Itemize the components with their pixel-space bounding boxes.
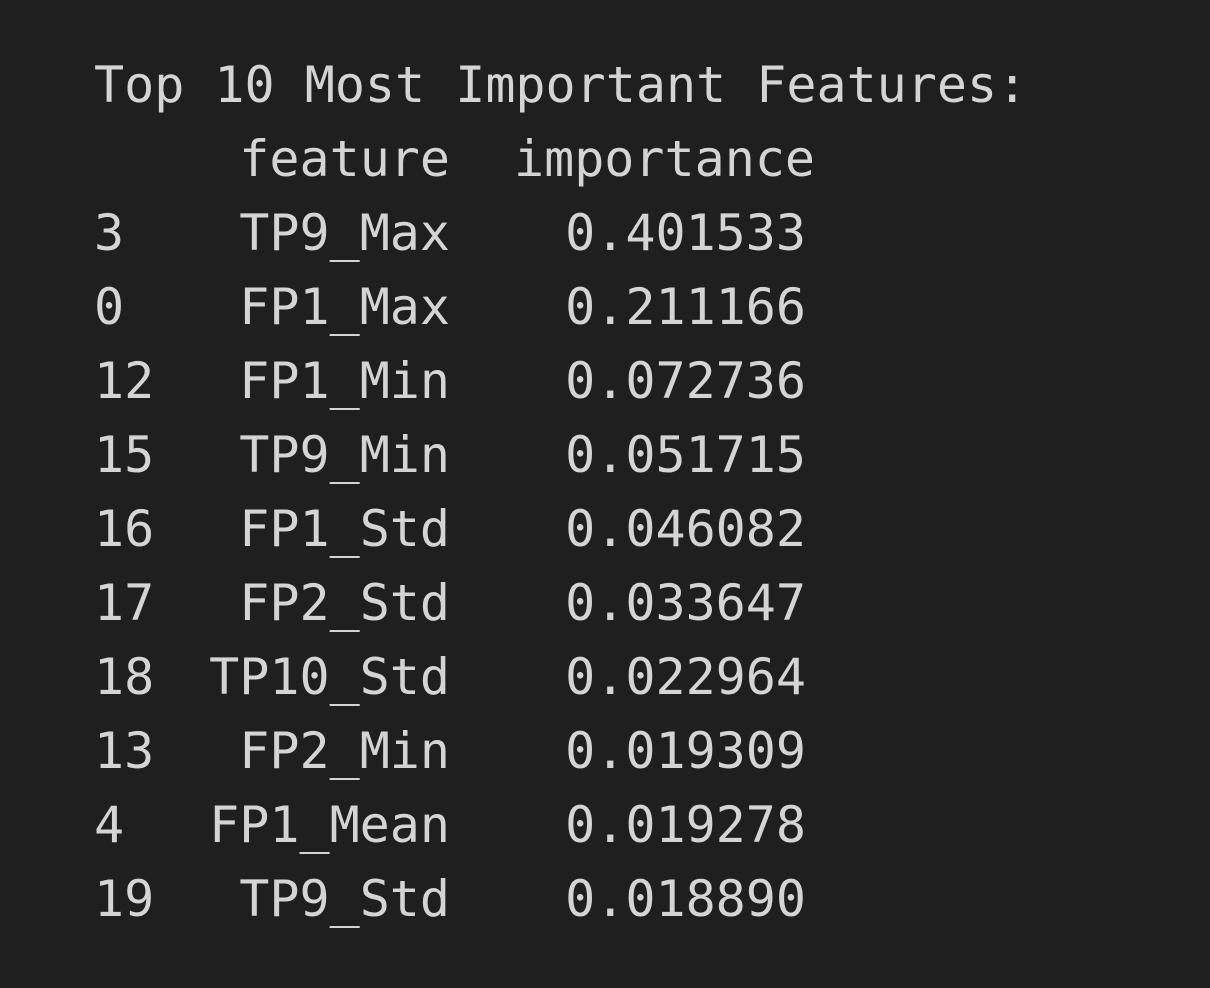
table-row: 19 TP9_Std 0.018890 [94, 862, 1027, 936]
table-row: 13 FP2_Min 0.019309 [94, 714, 1027, 788]
row-index: 17 [94, 574, 155, 632]
row-feature: TP10_Std [209, 648, 450, 706]
row-index: 0 [94, 278, 125, 336]
row-importance: 0.401533 [565, 204, 806, 262]
row-importance: 0.046082 [565, 500, 806, 558]
row-feature: FP1_Mean [209, 796, 450, 854]
row-index: 15 [94, 426, 155, 484]
row-importance: 0.072736 [565, 352, 806, 410]
table-row: 16 FP1_Std 0.046082 [94, 492, 1027, 566]
row-index: 19 [94, 870, 155, 928]
row-feature: FP2_Std [239, 574, 450, 632]
header-feature: feature [239, 130, 450, 188]
row-feature: FP1_Min [239, 352, 450, 410]
row-index: 13 [94, 722, 155, 780]
header-importance: importance [514, 130, 816, 188]
row-importance: 0.051715 [565, 426, 806, 484]
row-importance: 0.019309 [565, 722, 806, 780]
table-row: 12 FP1_Min 0.072736 [94, 344, 1027, 418]
row-importance: 0.018890 [565, 870, 806, 928]
row-index: 18 [94, 648, 155, 706]
row-feature: TP9_Min [239, 426, 450, 484]
row-feature: FP1_Std [239, 500, 450, 558]
row-feature: TP9_Std [239, 870, 450, 928]
row-index: 4 [94, 796, 125, 854]
console-output: Top 10 Most Important Features: feature … [94, 48, 1027, 936]
row-index: 12 [94, 352, 155, 410]
row-index: 16 [94, 500, 155, 558]
table-row: 15 TP9_Min 0.051715 [94, 418, 1027, 492]
output-title: Top 10 Most Important Features: [94, 56, 1028, 114]
table-row: 4 FP1_Mean 0.019278 [94, 788, 1027, 862]
table-row: 3 TP9_Max 0.401533 [94, 196, 1027, 270]
row-importance: 0.019278 [565, 796, 806, 854]
table-row: 0 FP1_Max 0.211166 [94, 270, 1027, 344]
table-row: 17 FP2_Std 0.033647 [94, 566, 1027, 640]
table-row: 18 TP10_Std 0.022964 [94, 640, 1027, 714]
row-importance: 0.211166 [565, 278, 806, 336]
row-feature: TP9_Max [239, 204, 450, 262]
table-header: feature importance [94, 122, 1027, 196]
row-feature: FP1_Max [239, 278, 450, 336]
header-index [94, 122, 204, 196]
row-feature: FP2_Min [239, 722, 450, 780]
row-importance: 0.022964 [565, 648, 806, 706]
row-index: 3 [94, 204, 125, 262]
row-importance: 0.033647 [565, 574, 806, 632]
